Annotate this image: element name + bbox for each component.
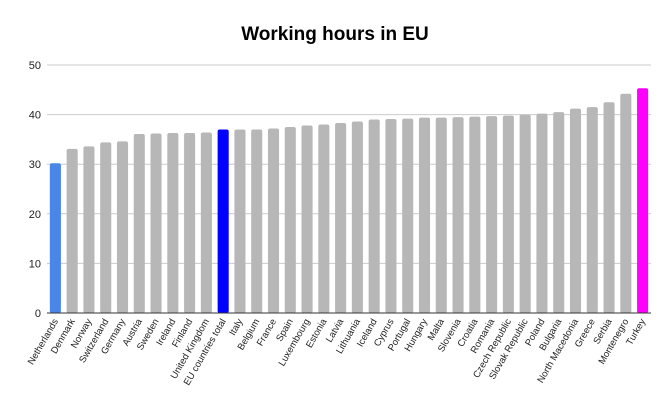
bar	[234, 129, 246, 313]
bar	[553, 112, 565, 314]
bar	[469, 116, 481, 313]
bar	[569, 108, 582, 314]
bar	[284, 127, 296, 313]
bar	[435, 117, 447, 313]
y-tick-label: 10	[29, 258, 41, 270]
bar	[335, 123, 347, 313]
bar	[385, 119, 397, 313]
bar	[536, 113, 548, 313]
bar	[418, 117, 431, 313]
bar	[83, 146, 95, 313]
bar	[217, 129, 229, 313]
bar	[586, 107, 598, 313]
bar	[133, 133, 145, 313]
y-tick-label: 50	[29, 60, 41, 72]
bar	[267, 128, 280, 313]
bar	[603, 102, 615, 313]
bar	[49, 163, 61, 313]
bar	[637, 88, 649, 313]
bar	[452, 117, 464, 313]
bar	[150, 133, 162, 313]
bar	[100, 142, 112, 313]
bar	[200, 132, 212, 313]
bar	[116, 141, 129, 313]
x-axis-labels: NetherlandsDenmarkNorwaySwitzerlandGerma…	[26, 316, 648, 387]
bar	[184, 132, 196, 313]
y-axis-ticks: 0 10 20 30 40 50	[29, 60, 41, 320]
bar	[502, 115, 514, 313]
y-tick-label: 20	[29, 209, 41, 221]
bar	[251, 129, 263, 313]
bar	[486, 116, 498, 313]
y-tick-label: 30	[29, 159, 41, 171]
bar	[318, 124, 330, 314]
bar	[402, 118, 414, 313]
y-tick-label: 40	[29, 110, 41, 122]
bar	[620, 93, 632, 314]
bar	[66, 148, 78, 313]
bar	[368, 119, 380, 313]
bar	[301, 125, 313, 313]
chart-title: Working hours in EU	[241, 24, 429, 45]
bars	[49, 88, 649, 314]
bar	[167, 132, 179, 313]
bar	[351, 121, 363, 313]
bar	[519, 114, 531, 313]
y-tick-label: 0	[35, 308, 41, 320]
